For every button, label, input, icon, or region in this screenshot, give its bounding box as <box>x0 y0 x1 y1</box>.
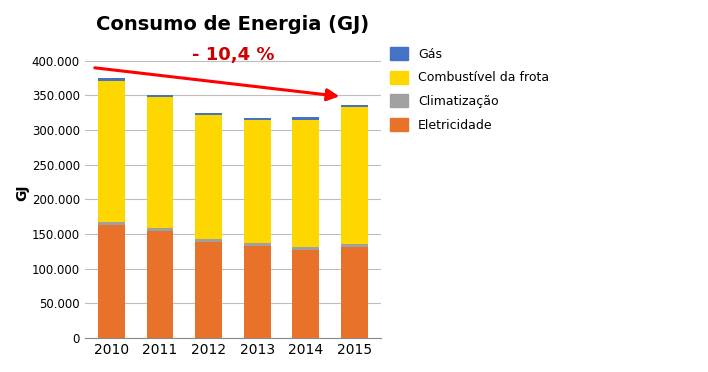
Bar <box>195 239 222 243</box>
Text: - 10,4 %: - 10,4 % <box>192 46 274 64</box>
Bar <box>292 250 319 338</box>
Y-axis label: GJ: GJ <box>15 184 29 201</box>
Bar <box>341 105 367 107</box>
Bar <box>195 243 222 338</box>
Bar <box>244 246 270 338</box>
Bar <box>292 118 319 119</box>
Bar <box>244 243 270 246</box>
Legend: Gás, Combustível da frota, Climatização, Eletricidade: Gás, Combustível da frota, Climatização,… <box>390 47 549 132</box>
Bar <box>244 120 270 243</box>
Bar <box>98 225 125 338</box>
Bar <box>147 95 173 97</box>
Bar <box>292 247 319 250</box>
Bar <box>98 78 125 81</box>
Bar <box>98 222 125 225</box>
Bar <box>195 113 222 115</box>
Bar <box>195 115 222 239</box>
Bar <box>147 231 173 338</box>
Bar <box>147 97 173 228</box>
Bar <box>292 119 319 247</box>
Bar <box>341 107 367 244</box>
Bar <box>244 118 270 120</box>
Bar <box>341 244 367 247</box>
Bar <box>98 81 125 222</box>
Bar <box>147 228 173 231</box>
Title: Consumo de Energia (GJ): Consumo de Energia (GJ) <box>96 15 370 34</box>
Bar <box>341 247 367 338</box>
